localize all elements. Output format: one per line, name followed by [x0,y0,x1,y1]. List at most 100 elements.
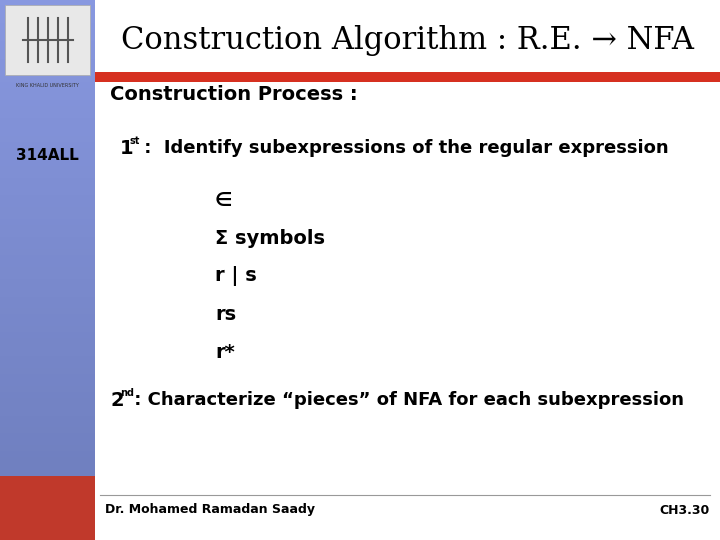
Bar [0,130,95,138]
Text: ∈: ∈ [215,191,233,210]
Text: KING KHALID UNIVERSITY: KING KHALID UNIVERSITY [16,83,79,88]
Bar [0,100,95,108]
Text: rs: rs [215,305,236,323]
Text: Dr. Mohamed Ramadan Saady: Dr. Mohamed Ramadan Saady [105,503,315,516]
Bar [0,338,95,346]
Text: 1: 1 [120,138,134,158]
Bar [0,231,95,239]
Bar [0,76,95,84]
Bar [0,469,95,477]
Bar [0,314,95,322]
Bar [0,172,95,179]
Bar [0,94,95,102]
Bar [0,386,95,394]
Bar [0,273,95,281]
Bar [0,195,95,203]
Bar [0,421,95,429]
Bar [0,368,95,376]
Bar [0,136,95,144]
Bar [0,457,95,465]
Bar [0,58,95,66]
Bar [0,106,95,114]
Text: r | s: r | s [215,266,257,286]
Bar [0,440,95,447]
Bar [0,296,95,305]
Bar [0,35,95,43]
Bar [0,70,95,78]
Bar [0,362,95,370]
Bar [0,380,95,388]
Bar [0,201,95,209]
Bar [0,285,95,293]
Bar [0,427,95,435]
Bar [0,261,95,269]
Bar [0,148,95,156]
Text: : Characterize “pieces” of NFA for each subexpression: : Characterize “pieces” of NFA for each … [128,391,684,409]
Bar [0,344,95,352]
Text: 2: 2 [110,390,124,409]
Text: Construction Process :: Construction Process : [110,85,358,105]
Bar [0,213,95,221]
Bar [0,446,95,453]
Bar [0,142,95,150]
Bar [0,302,95,310]
Bar [95,72,720,82]
Bar [0,237,95,245]
Bar [0,64,95,72]
Bar [0,207,95,215]
Bar [0,255,95,263]
Bar [0,160,95,167]
Text: 314ALL: 314ALL [16,147,79,163]
Text: CH3.30: CH3.30 [660,503,710,516]
Bar [0,409,95,417]
Bar [0,433,95,441]
Bar [0,40,95,49]
Bar [0,392,95,400]
Bar [0,279,95,287]
Bar [0,154,95,161]
Bar [0,118,95,126]
Bar [0,11,95,19]
Bar [0,463,95,471]
Bar [0,243,95,251]
Bar [0,451,95,459]
Bar [0,350,95,358]
Bar [0,374,95,382]
Bar [0,476,95,540]
Text: r*: r* [215,342,235,361]
Bar [0,415,95,423]
Text: Construction Algorithm : R.E. → NFA: Construction Algorithm : R.E. → NFA [121,24,694,56]
Bar [0,326,95,334]
Bar [0,17,95,25]
Bar [0,320,95,328]
Bar [0,332,95,340]
Bar [0,190,95,197]
Text: nd: nd [120,388,134,398]
Bar [0,291,95,299]
Bar [0,46,95,55]
Bar [0,29,95,37]
Bar [0,356,95,364]
Bar [0,88,95,96]
Bar [0,178,95,185]
Bar [0,0,95,7]
Bar [0,267,95,275]
Bar [0,184,95,191]
Bar [0,124,95,132]
Bar [0,225,95,233]
Bar [0,23,95,31]
Bar [0,308,95,316]
Bar [0,166,95,173]
Bar [0,249,95,257]
Bar [0,403,95,411]
Bar [0,112,95,120]
Bar [0,219,95,227]
Text: :  Identify subexpressions of the regular expression: : Identify subexpressions of the regular… [138,139,669,157]
Text: st: st [130,136,140,146]
Bar [0,397,95,406]
Bar [0,5,95,13]
Bar [0,52,95,60]
Bar [0,82,95,90]
Text: Σ symbols: Σ symbols [215,228,325,247]
Bar [5,5,90,75]
